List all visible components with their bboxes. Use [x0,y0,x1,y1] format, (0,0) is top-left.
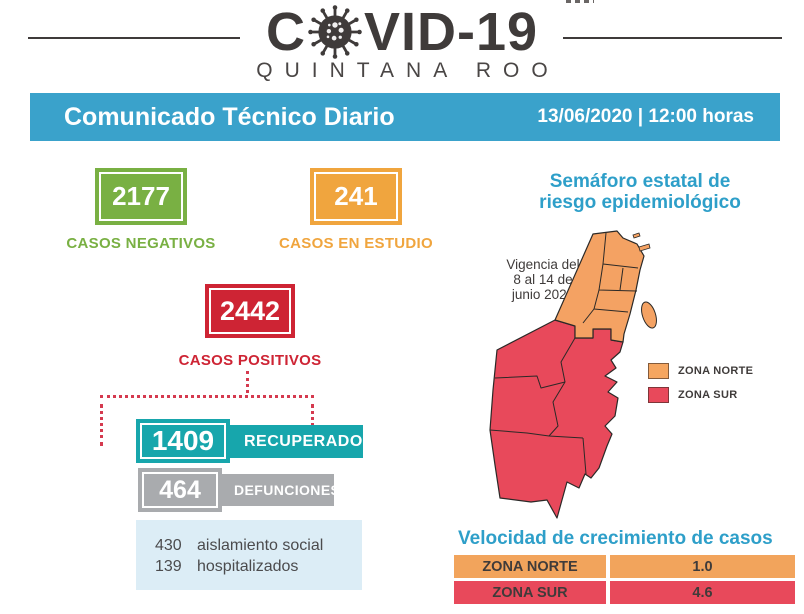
logo-suffix: VID-19 [363,2,539,62]
cropped-header-artifact [566,0,594,3]
map-small-island [632,232,641,239]
deaths-label-bar: DEFUNCIONES [222,474,340,506]
logo-prefix: C [265,2,306,62]
banner-title: Comunicado Técnico Diario [64,102,395,131]
recovered-box: 1409 [136,419,230,463]
deaths-box-border [142,472,218,508]
dotted-line-left [100,404,103,446]
positive-cases-value: 2442 [219,295,281,326]
under-study-cases-box: 241 [310,168,402,225]
recovered-value: 1409 [151,425,215,456]
negative-cases-box: 2177 [95,168,187,225]
logo-subtitle: QUINTANA ROO [256,59,560,82]
hospitalized-value: 139 [155,558,182,575]
under-study-cases-value: 241 [334,181,378,211]
negative-cases-label: CASOS NEGATIVOS [66,235,216,252]
positive-cases-box: 2442 [205,284,295,338]
map-isla-mujeres [638,243,651,252]
table-row-sur: ZONA SUR 4.6 [454,581,795,604]
hospitalized-row: 139 hospitalizados [155,556,362,577]
positive-cases-label: CASOS POSITIVOS [178,352,322,369]
semaforo-title-line1: Semáforo estatal de [549,171,731,192]
banner-datetime: 13/06/2020 | 12:00 horas [537,106,754,127]
negative-cases-value: 2177 [112,181,170,211]
deaths-box: 464 [138,468,222,512]
table-cell-zone-norte: ZONA NORTE [454,555,606,578]
vigencia-note: Vigencia del 8 al 14 de junio 2020 [496,257,590,302]
isolation-value: 430 [155,537,182,554]
table-row-norte: ZONA NORTE 1.0 [454,555,795,578]
recovered-box-border [140,423,226,459]
legend-label-sur: ZONA SUR [678,389,738,401]
covid-logo: C [0,3,804,61]
hospitalized-label: hospitalizados [197,558,299,575]
growth-speed-title: Velocidad de crecimiento de casos [458,528,773,549]
growth-speed-table: ZONA NORTE 1.0 ZONA SUR 4.6 [454,555,795,604]
vigencia-line1: Vigencia del [506,257,580,272]
isolation-label: aislamiento social [197,537,324,554]
legend-item-sur: ZONA SUR [648,386,753,404]
deaths-value: 464 [159,475,201,504]
legend-label-norte: ZONA NORTE [678,365,754,377]
table-cell-value-sur: 4.6 [610,581,795,604]
banner: Comunicado Técnico Diario 13/06/2020 | 1… [30,93,780,141]
table-cell-zone-sur: ZONA SUR [454,581,606,604]
table-cell-value-norte: 1.0 [610,555,795,578]
under-study-cases-box-border [314,172,398,221]
vigencia-line3: junio 2020 [511,287,575,302]
map-legend: ZONA NORTE ZONA SUR [648,362,753,404]
header-rule-right [563,37,782,39]
dotted-line-right [311,404,314,440]
map-cozumel-island [641,301,657,329]
virus-icon [308,5,362,59]
negative-cases-box-border [99,172,183,221]
quintana-roo-map [489,230,657,519]
legend-swatch-norte [648,363,669,379]
positive-cases-box-border [209,288,291,334]
vigencia-line2: 8 al 14 de [513,272,573,287]
legend-swatch-sur [648,387,669,403]
under-study-cases-label: CASOS EN ESTUDIO [279,235,433,252]
dotted-line-horizontal [100,395,314,398]
dotted-connector-top [246,371,249,393]
header-rule-left [28,37,240,39]
recovered-label-bar: RECUPERADOS [230,425,373,458]
legend-item-norte: ZONA NORTE [648,362,753,380]
semaforo-title: Semáforo estatal de riesgo epidemiológic… [492,171,788,213]
case-detail-panel: 430 aislamiento social 139 hospitalizado… [136,520,362,590]
semaforo-title-line2: riesgo epidemiológico [539,192,741,213]
isolation-row: 430 aislamiento social [155,535,362,556]
